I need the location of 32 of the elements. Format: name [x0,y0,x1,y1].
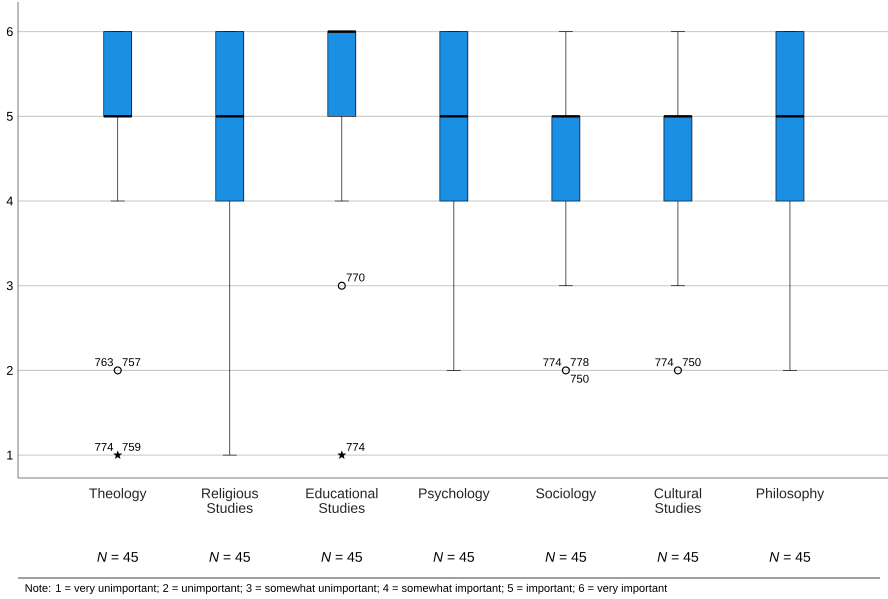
y-tick-label: 6 [6,27,13,36]
text: N = 45 [770,552,810,562]
text: N = 45 [546,552,586,562]
text: N = 45 [97,552,138,562]
y-tick-label: 2 [6,366,13,375]
y-tick-label: 3 [6,281,13,290]
annotation: 778 [570,358,589,366]
y-tick-label: 4 [6,196,13,206]
x-tick-label: Psychology [419,488,490,502]
annotation: 757 [122,358,140,366]
text: N = 45 [321,552,362,562]
annotation: 770 [346,273,365,282]
x-tick-label: Theology [89,488,146,502]
annotation: 774 [655,358,674,366]
text: N = 45 [209,552,250,562]
y-tick-label: 5 [6,112,13,121]
x-tick-label: Religious Studies [202,488,258,513]
text: N = 45 [433,552,474,562]
annotation: 774 [95,443,114,451]
x-tick-label: Educational Studies [306,488,378,513]
annotation: 763 [95,358,113,366]
x-tick-label: Sociology [536,488,596,502]
annotation: 750 [570,374,589,383]
text: N = 45 [658,552,698,562]
annotation: 774 [543,358,562,366]
annotation: 774 [346,443,365,451]
annotation: 750 [682,358,701,366]
y-tick-label: 1 [7,450,13,460]
x-tick-label: Philosophy [756,488,824,502]
text: Note: 1 = very unimportant; 2 = unimportant; 3 = somewhat unimportant; 4 = somewhat important; 5 = important; 6 = very important [26,584,668,594]
x-tick-label: Cultural Studies [654,488,702,513]
annotation: 759 [122,442,140,451]
